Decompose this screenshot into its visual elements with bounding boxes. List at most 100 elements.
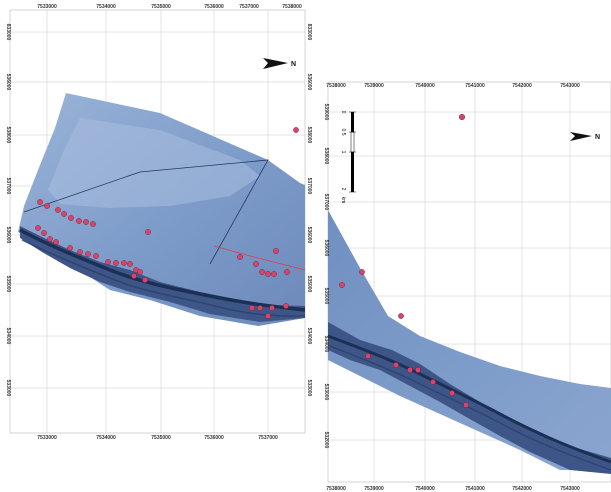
- x-tick-label: 7540000: [415, 486, 435, 492]
- marker: [76, 218, 82, 224]
- x-tick-label: 7537000: [258, 435, 278, 441]
- x-tick-label: 7542000: [512, 486, 532, 492]
- y-tick-label: 536000: [306, 227, 312, 244]
- marker: [259, 269, 265, 275]
- y-tick-label: 533000: [306, 380, 312, 397]
- x-tick-label: 7538000: [326, 486, 346, 492]
- marker: [237, 254, 243, 260]
- left-y-ticks-left: 833000 536000 538000 537000 536000 53500…: [5, 24, 11, 397]
- x-tick-label: 7540000: [415, 83, 435, 89]
- marker: [105, 259, 111, 265]
- y-tick-label: 538000: [5, 127, 11, 144]
- marker: [85, 251, 91, 257]
- marker: [145, 229, 151, 235]
- y-tick-label: 535000: [306, 276, 312, 293]
- scale-label: 0.5: [340, 129, 346, 136]
- x-tick-label: 7535000: [151, 4, 171, 10]
- x-tick-label: 7539000: [364, 486, 384, 492]
- marker: [35, 225, 41, 231]
- left-survey-markers: [35, 127, 299, 319]
- y-tick-label: 533000: [5, 380, 11, 397]
- marker: [257, 305, 263, 311]
- marker: [253, 261, 259, 267]
- marker: [61, 211, 67, 217]
- marker: [398, 313, 404, 319]
- right-north-arrow: N: [570, 132, 600, 141]
- y-tick-label: 536000: [5, 74, 11, 91]
- marker: [365, 353, 371, 359]
- left-river-corridor: [20, 226, 305, 322]
- marker: [449, 390, 455, 396]
- left-dark-boundary-line: [23, 159, 269, 265]
- marker: [127, 261, 133, 267]
- marker: [271, 271, 277, 277]
- y-tick-label: 538000: [323, 148, 329, 165]
- scale-label: 0: [340, 111, 346, 114]
- marker: [41, 230, 47, 236]
- y-tick-label: 537000: [306, 178, 312, 195]
- marker: [67, 245, 73, 251]
- marker: [407, 367, 413, 373]
- left-y-ticks-right: 833000 536000 538000 537000 536000 53500…: [306, 24, 312, 397]
- marker: [463, 402, 469, 408]
- north-arrow-icon: [570, 132, 592, 141]
- marker: [458, 113, 466, 121]
- right-survey-markers: [339, 113, 469, 408]
- marker: [339, 282, 345, 288]
- marker: [68, 215, 74, 221]
- marker: [131, 273, 137, 279]
- left-x-ticks-top: 7533000 7534000 7535000 7536000 7537000 …: [37, 4, 302, 10]
- scale-label: 1: [340, 151, 346, 154]
- y-tick-label: 534000: [306, 328, 312, 345]
- y-tick-label: 536000: [306, 74, 312, 91]
- x-tick-label: 7541000: [465, 83, 485, 89]
- y-tick-label: 533000: [323, 384, 329, 401]
- marker: [415, 367, 421, 373]
- marker: [283, 303, 289, 309]
- scale-bar-segment: [350, 131, 355, 153]
- x-tick-label: 7536000: [204, 435, 224, 441]
- marker: [293, 127, 299, 133]
- left-red-boundary-line: [213, 245, 305, 271]
- right-x-ticks-top: 7538000 7539000 7540000 7541000 7542000 …: [326, 83, 580, 89]
- marker: [83, 219, 89, 225]
- y-tick-label: 539000: [323, 104, 329, 121]
- marker: [37, 199, 43, 205]
- marker: [113, 260, 119, 266]
- left-north-label: N: [291, 61, 296, 68]
- y-tick-label: 538000: [306, 127, 312, 144]
- right-terrain-coverage: [328, 210, 611, 470]
- right-north-label: N: [595, 134, 600, 141]
- left-north-arrow: N: [263, 58, 296, 69]
- marker: [359, 269, 365, 275]
- y-tick-label: 535000: [5, 276, 11, 293]
- marker: [142, 277, 148, 283]
- marker: [137, 269, 143, 275]
- right-x-ticks-bottom: 7538000 7539000 7540000 7541000 7542000 …: [326, 486, 580, 492]
- marker: [393, 362, 399, 368]
- marker: [90, 221, 96, 227]
- x-tick-label: 7538000: [326, 83, 346, 89]
- x-tick-label: 7539000: [364, 83, 384, 89]
- scale-label: 2: [340, 188, 346, 191]
- x-tick-label: 7537000: [239, 4, 259, 10]
- y-tick-label: 534000: [5, 328, 11, 345]
- x-tick-label: 7541000: [465, 486, 485, 492]
- marker: [269, 305, 275, 311]
- marker: [53, 239, 59, 245]
- x-tick-label: 7543000: [560, 83, 580, 89]
- x-tick-label: 7534000: [96, 435, 116, 441]
- left-river-channel: [19, 228, 305, 312]
- y-tick-label: 534000: [323, 336, 329, 353]
- right-y-ticks-left: 539000 538000 537000 536000 535000 53400…: [323, 104, 329, 449]
- x-tick-label: 7542000: [512, 83, 532, 89]
- y-tick-label: 833000: [306, 24, 312, 41]
- y-tick-label: 537000: [5, 178, 11, 195]
- marker: [284, 269, 290, 275]
- marker: [265, 271, 271, 277]
- marker: [55, 207, 61, 213]
- left-river-bank-line: [21, 239, 305, 317]
- right-river-channel: [328, 334, 611, 464]
- marker: [93, 253, 99, 259]
- marker: [249, 305, 255, 311]
